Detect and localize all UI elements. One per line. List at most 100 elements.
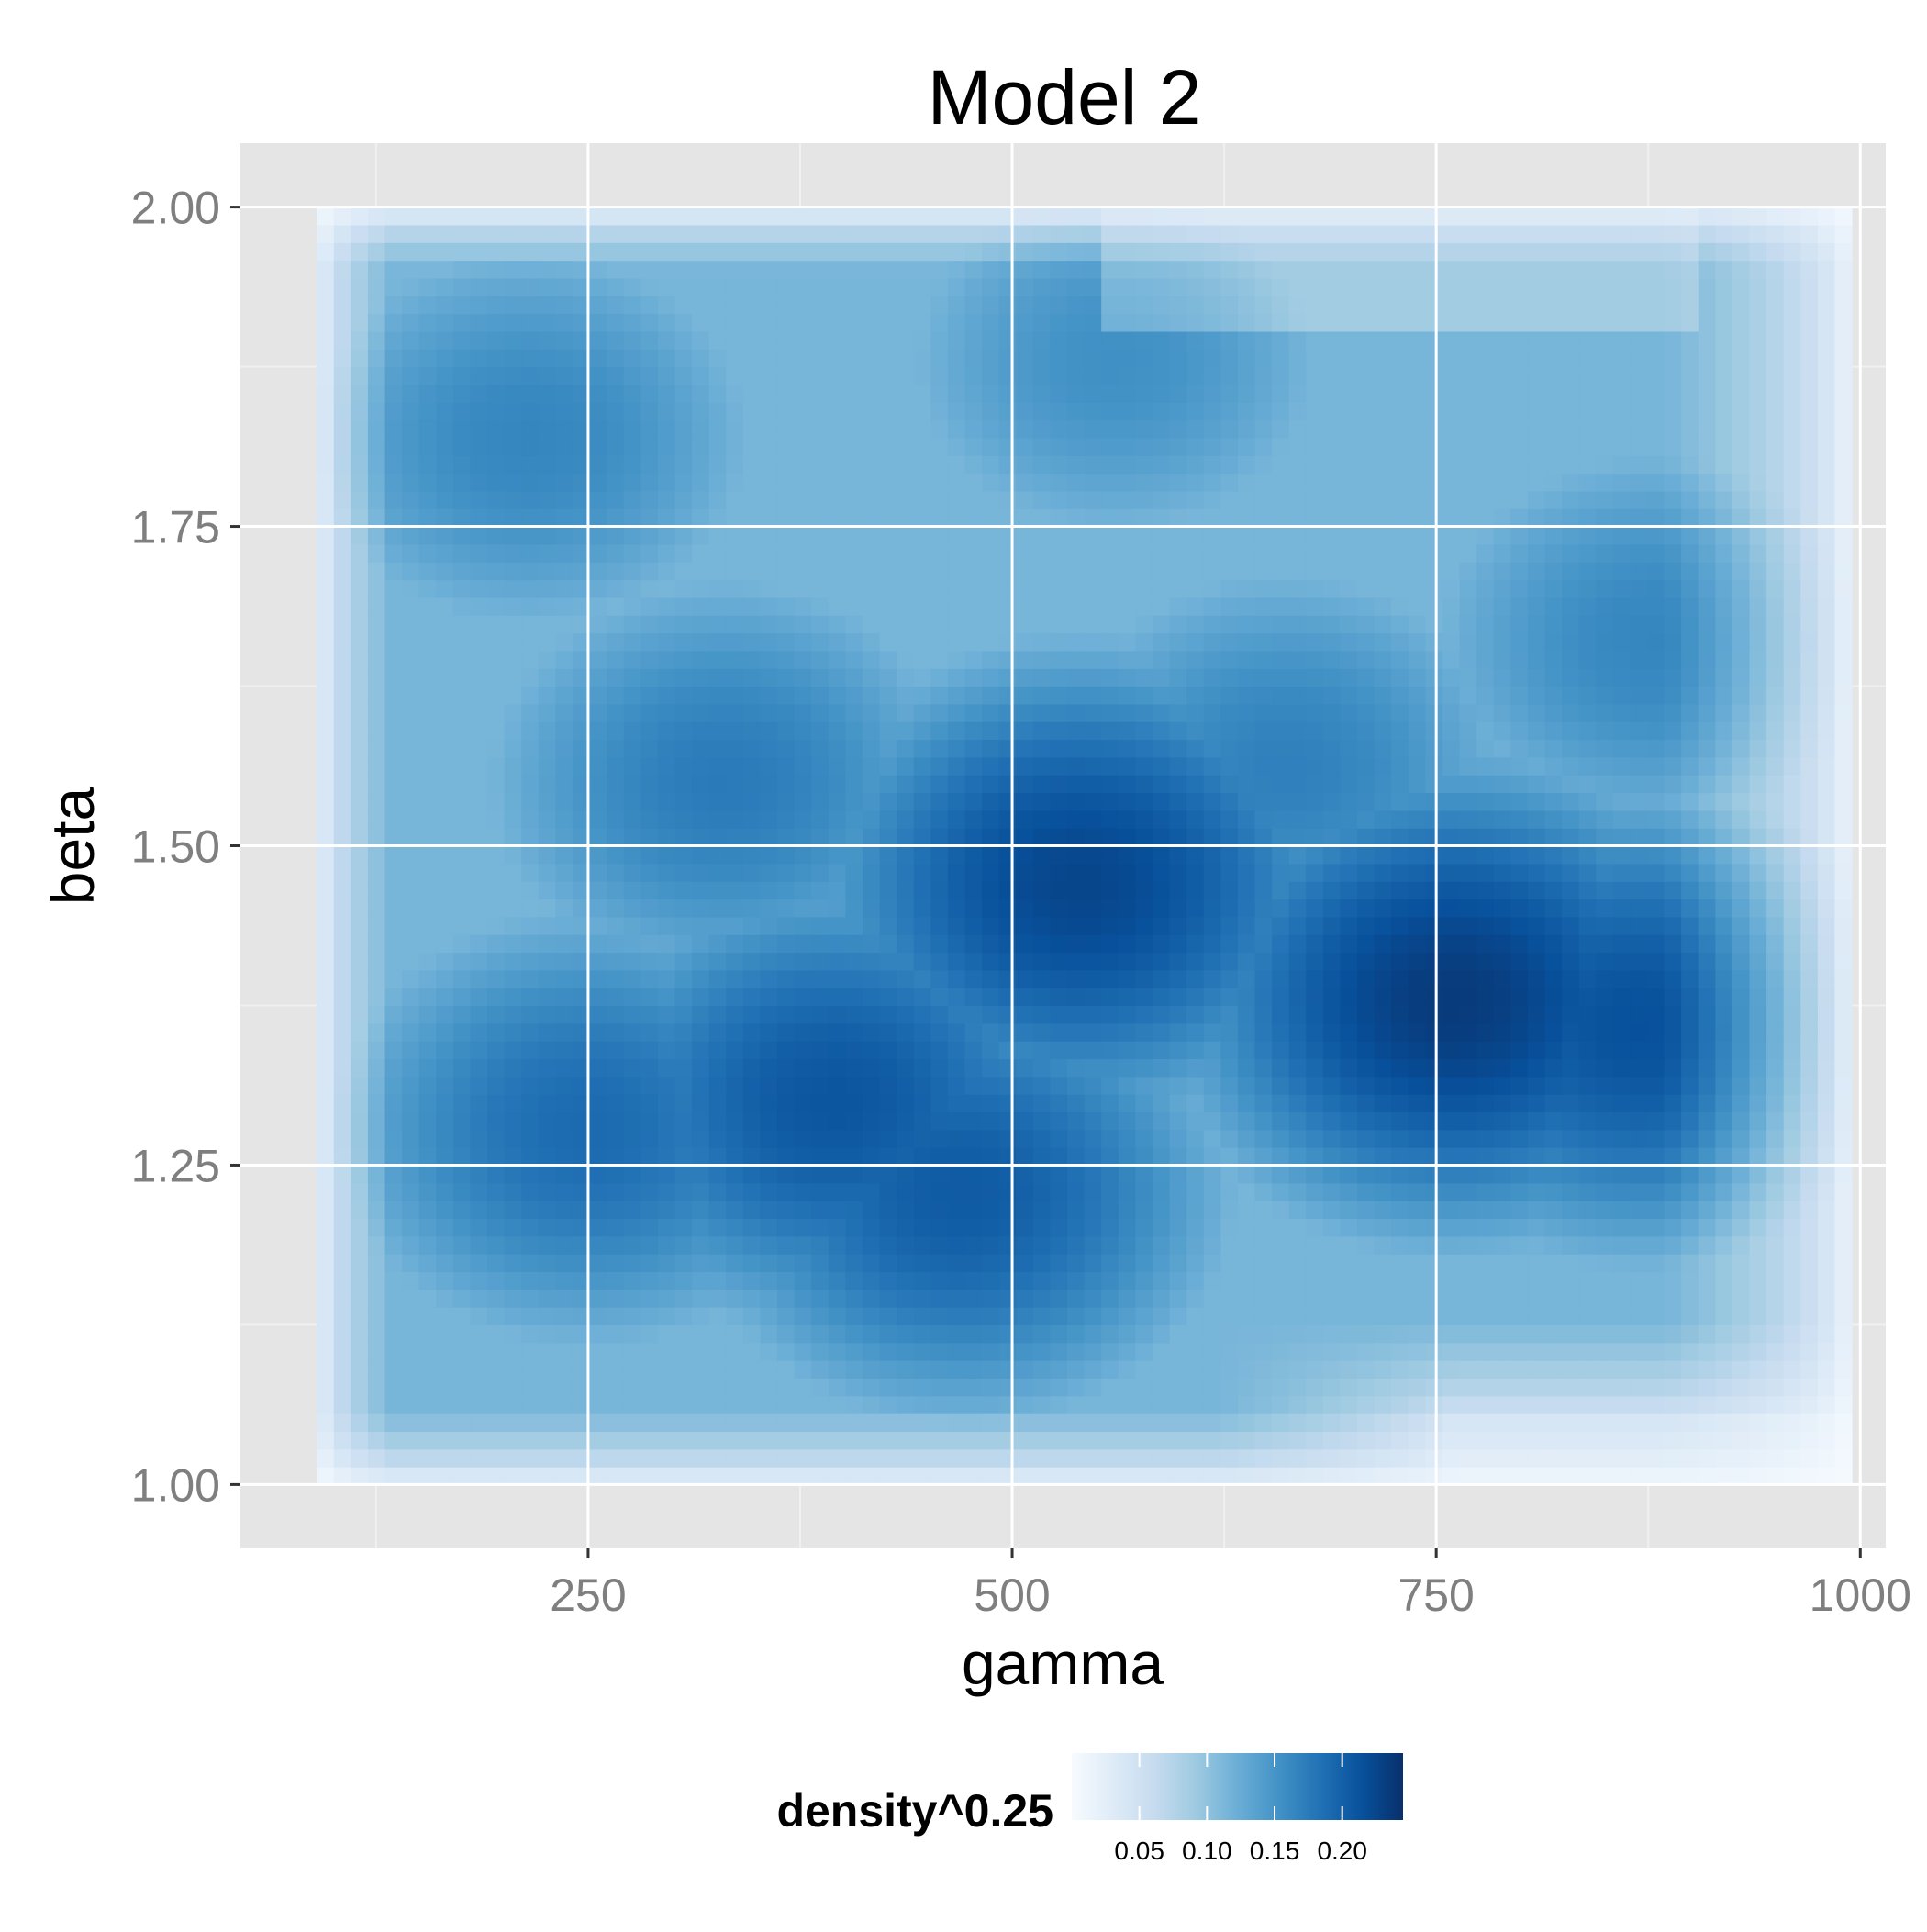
heatmap-cell [1289,349,1307,367]
heatmap-cell [385,1058,403,1077]
heatmap-cell [505,331,522,350]
heatmap-cell [897,385,914,403]
heatmap-cell [1391,757,1409,776]
heatmap-cell [419,846,437,865]
heatmap-cell [351,1413,368,1432]
heatmap-cell [317,775,334,793]
heatmap-cell [521,278,539,296]
heatmap-cell [1220,438,1238,456]
heatmap-cell [658,1094,675,1112]
heatmap-cell [1306,1396,1323,1414]
heatmap-cell [1050,917,1067,935]
heatmap-cell [1238,1271,1255,1290]
heatmap-cell [811,687,829,705]
heatmap-cell [982,952,999,970]
heatmap-cell [795,1183,812,1201]
heatmap-cell [1306,1023,1323,1042]
heatmap-cell [470,1147,487,1166]
heatmap-cell [1442,1077,1460,1095]
heatmap-cell [930,261,948,279]
heatmap-cell [1033,1041,1051,1059]
heatmap-cell [1067,1413,1085,1432]
heatmap-cell [1135,562,1153,580]
heatmap-cell [948,402,965,420]
heatmap-cell [863,527,880,545]
heatmap-cell [1050,438,1067,456]
heatmap-cell [1186,757,1204,776]
heatmap-cell [1170,402,1187,420]
heatmap-cell [624,367,641,385]
heatmap-cell [521,1005,539,1023]
heatmap-cell [1476,810,1494,829]
heatmap-cell [1442,1023,1460,1042]
heatmap-cell [419,1058,437,1077]
heatmap-cell [930,225,948,243]
heatmap-cell [1476,1201,1494,1219]
heatmap-cell [1254,1183,1272,1201]
heatmap-cell [760,597,777,616]
heatmap-cell [470,367,487,385]
heatmap-cell [658,1290,675,1308]
heatmap-cell [624,1183,641,1201]
heatmap-cell [1306,438,1323,456]
heatmap-cell [555,1360,573,1379]
heatmap-cell [965,527,983,545]
heatmap-cell [334,952,351,970]
heatmap-cell [436,242,453,261]
heatmap-cell [470,1201,487,1219]
heatmap-cell [539,704,556,722]
heatmap-cell [1238,1077,1255,1095]
heatmap-cell [555,615,573,633]
heatmap-cell [1135,828,1153,846]
heatmap-cell [624,1077,641,1095]
heatmap-cell [1357,810,1375,829]
heatmap-cell [1033,1005,1051,1023]
heatmap-cell [453,740,471,758]
heatmap-cell [1170,562,1187,580]
heatmap-cell [1170,740,1187,758]
heatmap-cell [453,775,471,793]
heatmap-cell [317,225,334,243]
heatmap-cell [1186,1236,1204,1255]
heatmap-cell [845,1378,863,1396]
heatmap-cell [914,1254,931,1272]
heatmap-cell [419,402,437,420]
heatmap-cell [470,527,487,545]
heatmap-cell [1085,1147,1102,1166]
heatmap-cell [1391,296,1409,314]
heatmap-cell [999,1467,1017,1485]
heatmap-cell [368,757,385,776]
heatmap-cell [675,1165,693,1183]
heatmap-cell [948,757,965,776]
heatmap-cell [1272,527,1289,545]
heatmap-cell [1476,1094,1494,1112]
heatmap-cell [1340,1413,1357,1432]
heatmap-cell [982,544,999,563]
heatmap-cell [1170,1041,1187,1059]
heatmap-cell [1289,899,1307,917]
heatmap-cell [1153,881,1170,899]
heatmap-cell [453,455,471,474]
heatmap-cell [1476,846,1494,865]
heatmap-cell [1085,1183,1102,1201]
heatmap-cell [1357,1023,1375,1042]
heatmap-cell [1016,934,1033,953]
heatmap-cell [709,1005,727,1023]
heatmap-cell [1204,1165,1221,1183]
heatmap-cell [624,721,641,740]
heatmap-cell [640,420,658,439]
heatmap-cell [726,1005,743,1023]
heatmap-cell [1170,1094,1187,1112]
heatmap-cell [1425,757,1442,776]
heatmap-cell [1375,952,1392,970]
heatmap-cell [726,544,743,563]
heatmap-cell [930,633,948,652]
heatmap-cell [692,721,709,740]
heatmap-cell [1101,651,1119,669]
heatmap-cell [368,207,385,226]
heatmap-cell [1289,651,1307,669]
heatmap-cell [317,1431,334,1449]
heatmap-cell [1238,1290,1255,1308]
heatmap-cell [829,1094,846,1112]
heatmap-cell [1067,367,1085,385]
